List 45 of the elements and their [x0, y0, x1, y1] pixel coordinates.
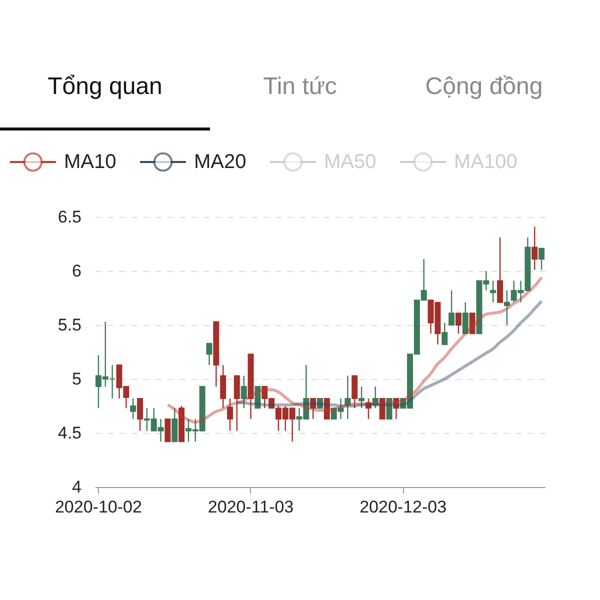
candlestick	[462, 302, 468, 334]
candlestick	[538, 248, 545, 271]
text: Tổng quan	[48, 73, 162, 100]
candlestick	[455, 312, 462, 334]
candlestick	[310, 398, 316, 420]
candlestick	[352, 375, 358, 409]
candlestick	[254, 386, 261, 409]
candlestick	[172, 408, 178, 442]
x-tick-label: 2020-10-02	[54, 498, 142, 516]
text: Cộng đồng	[425, 73, 543, 100]
candlestick	[504, 290, 510, 326]
candlestick	[469, 312, 476, 334]
x-tick-label: 2020-11-03	[208, 498, 294, 516]
candlestick	[497, 236, 503, 303]
candlestick	[372, 386, 378, 409]
y-tick-label: 6	[72, 262, 82, 280]
candlestick	[442, 322, 448, 346]
candlestick	[240, 375, 247, 409]
candlestick	[393, 398, 400, 420]
y-tick-label: 4.5	[58, 424, 82, 442]
y-tick-label: 5	[72, 370, 82, 388]
legend-label: MA20	[194, 151, 246, 173]
candlestick	[227, 398, 233, 432]
candlestick	[220, 364, 226, 409]
candlestick	[358, 386, 365, 409]
candlestick	[234, 375, 240, 432]
candlestick	[379, 398, 386, 420]
candlestick	[532, 226, 538, 271]
candlestick	[164, 418, 171, 442]
candlestick	[448, 290, 455, 326]
candlestick	[365, 398, 372, 420]
y-tick-label: 4	[72, 478, 82, 496]
candlestick	[386, 398, 392, 420]
x-tick-label: 2020-12-03	[360, 498, 447, 516]
text: Tin tức	[263, 73, 337, 100]
candlestick	[130, 398, 136, 420]
candlestick	[317, 398, 323, 409]
candlestick	[344, 375, 351, 420]
candlestick	[137, 398, 143, 432]
candlestick	[490, 280, 496, 303]
y-tick-label: 6.5	[58, 208, 82, 226]
y-tick-label: 5.5	[58, 316, 82, 334]
legend-label: MA10	[64, 151, 116, 173]
candlestick	[324, 398, 330, 420]
candlestick	[206, 342, 212, 366]
